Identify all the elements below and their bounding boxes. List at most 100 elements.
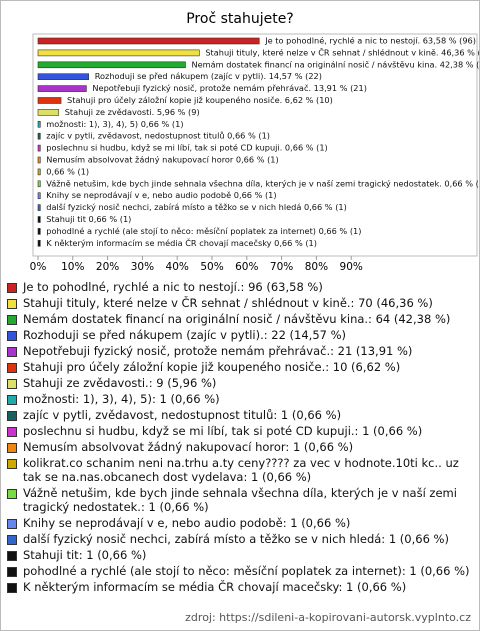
legend-item: Je to pohodlné, rychlé a nic to nestojí.… — [7, 280, 473, 294]
bar-label: Je to pohodlné, rychlé a nic to nestojí.… — [264, 36, 476, 46]
legend-item: možnosti: 1), 3), 4), 5): 1 (0,66 %) — [7, 392, 473, 406]
bar — [37, 61, 186, 69]
bar — [37, 132, 41, 140]
x-tick-label: 90% — [340, 261, 363, 273]
legend-label: pohodlné a rychlé (ale stojí to něco: mě… — [23, 564, 470, 578]
legend-item: Nemám dostatek financí na originální nos… — [7, 312, 473, 326]
bar — [37, 97, 62, 104]
legend-swatch — [7, 519, 17, 529]
legend-label: kolikrat.co schanim neni na.trhu a.ty ce… — [23, 456, 459, 484]
legend-label: Stahuji tit: 1 (0,66 %) — [23, 548, 147, 562]
bar-label: Stahuji tit 0,66 % (1) — [46, 214, 131, 224]
legend-label: Vážně netušim, kde bych jinde sehnala vš… — [23, 486, 457, 514]
bar — [37, 240, 41, 247]
bar — [37, 121, 41, 128]
legend-swatch — [7, 567, 17, 577]
legend-label: Stahuji pro účely záložní kopie již koup… — [23, 360, 401, 374]
legend-swatch — [7, 363, 17, 373]
legend-item: Stahuji tit: 1 (0,66 %) — [7, 548, 473, 562]
bar-label: zajíc v pytli, zvědavost, nedostupnost t… — [46, 131, 270, 141]
legend-item: K některým informacím se média ČR chovaj… — [7, 580, 473, 594]
x-tick-label: 40% — [166, 261, 189, 273]
x-tick-label: 20% — [96, 261, 119, 273]
bar-label: pohodlné a rychlé (ale stojí to něco: mě… — [46, 226, 361, 236]
legend-item: Knihy se neprodávají v e, nebo audio pod… — [7, 516, 473, 530]
legend-swatch — [7, 347, 17, 357]
legend-item: poslechnu si hudbu, když se mi líbí, tak… — [7, 424, 473, 438]
bar — [37, 192, 41, 199]
x-tick-label: 10% — [61, 261, 84, 273]
legend-item: Vážně netušim, kde bych jinde sehnala vš… — [7, 486, 473, 514]
bar — [37, 49, 200, 57]
legend-label: Nemusím absolvovat žádný nakupovací horo… — [23, 440, 354, 454]
bar — [37, 109, 60, 116]
x-tick-label: 30% — [131, 261, 154, 273]
source: zdroj: https://sdileni-a-kopirovani-auto… — [185, 611, 471, 624]
legend-label: Je to pohodlné, rychlé a nic to nestojí.… — [23, 280, 323, 294]
bar-label: další fyzický nosič nechci, zabírá místo… — [46, 202, 347, 212]
bar-label: Vážně netušim, kde bych jinde sehnala vš… — [46, 178, 479, 188]
legend-swatch — [7, 427, 17, 437]
legend-swatch — [7, 443, 17, 453]
legend-swatch — [7, 551, 17, 561]
legend-swatch — [7, 395, 17, 405]
legend-item: zajíc v pytli, zvědavost, nedostupnost t… — [7, 408, 473, 422]
legend-swatch — [7, 379, 17, 389]
legend-item: Stahuji tituly, které nelze v ČR sehnat … — [7, 296, 473, 310]
bar — [37, 156, 41, 164]
legend-label: zajíc v pytli, zvědavost, nedostupnost t… — [23, 408, 342, 422]
bar-label: K některým informacím se média ČR chovaj… — [46, 237, 317, 248]
bar-label: 0,66 % (1) — [46, 166, 89, 176]
legend-swatch — [7, 489, 17, 499]
bar-label: Stahuji pro účely záložní kopie již koup… — [67, 95, 333, 105]
bar-label: Nemusím absolvovat žádný nakupovací horo… — [46, 155, 278, 165]
bar — [37, 180, 41, 188]
bar-label: možnosti: 1), 3), 4), 5) 0,66 % (1) — [46, 119, 183, 129]
legend-item: Stahuji pro účely záložní kopie již koup… — [7, 360, 473, 374]
bar-label: Nemám dostatek financí na originální nos… — [191, 59, 479, 69]
bar-label: Stahuji ze zvědavosti. 5,96 % (9) — [65, 107, 200, 117]
chart: Proč stahujete? 0% 10% 20% 30% 40% 50% 60% 70% 8… — [30, 11, 479, 273]
legend-swatch — [7, 459, 17, 469]
x-tick-label: 0% — [30, 261, 47, 273]
legend-label: poslechnu si hudbu, když se mi líbí, tak… — [23, 424, 423, 438]
legend: Je to pohodlné, rychlé a nic to nestojí.… — [7, 280, 473, 596]
legend-label: možnosti: 1), 3), 4), 5): 1 (0,66 %) — [23, 392, 220, 406]
legend-label: Rozhoduji se před nákupem (zajíc v pytli… — [23, 328, 347, 342]
legend-label: Nepotřebuji fyzický nosič, protože nemám… — [23, 344, 413, 358]
legend-label: K některým informacím se média ČR chovaj… — [23, 580, 407, 594]
legend-item: Stahuji ze zvědavosti.: 9 (5,96 %) — [7, 376, 473, 390]
legend-item: Nepotřebuji fyzický nosič, protože nemám… — [7, 344, 473, 358]
bar — [37, 85, 87, 92]
x-tick-label: 50% — [200, 261, 223, 273]
legend-label: další fyzický nosič nechci, zabírá místo… — [23, 532, 449, 546]
legend-swatch — [7, 315, 17, 325]
bar-label: Knihy se neprodávají v e, nebo audio pod… — [46, 190, 276, 200]
legend-swatch — [7, 331, 17, 341]
bar-label: poslechnu si hudbu, když se mi líbí, tak… — [46, 143, 327, 153]
bar — [37, 37, 260, 45]
legend-item: další fyzický nosič nechci, zabírá místo… — [7, 532, 473, 546]
chart-title: Proč stahujete? — [186, 11, 294, 27]
x-tick-label: 80% — [305, 261, 328, 273]
plot-frame — [32, 33, 478, 257]
bar — [37, 216, 41, 223]
legend-label: Stahuji ze zvědavosti.: 9 (5,96 %) — [23, 376, 217, 390]
legend-item: Rozhoduji se před nákupem (zajíc v pytli… — [7, 328, 473, 342]
legend-label: Nemám dostatek financí na originální nos… — [23, 312, 451, 326]
bar — [37, 144, 41, 152]
x-tick-label: 70% — [270, 261, 293, 273]
bar — [37, 228, 41, 235]
bar-label: Stahuji tituly, které nelze v ČR sehnat … — [205, 46, 479, 57]
legend-item: kolikrat.co schanim neni na.trhu a.ty ce… — [7, 456, 473, 484]
legend-item: Nemusím absolvovat žádný nakupovací horo… — [7, 440, 473, 454]
legend-item: pohodlné a rychlé (ale stojí to něco: mě… — [7, 564, 473, 578]
legend-swatch — [7, 411, 17, 421]
legend-swatch — [7, 299, 17, 309]
bar-label: Rozhoduji se před nákupem (zajíc v pytli… — [95, 71, 322, 81]
legend-swatch — [7, 535, 17, 545]
bar-label: Nepotřebuji fyzický nosič, protože nemám… — [92, 83, 366, 93]
bar — [37, 168, 41, 176]
legend-swatch — [7, 583, 17, 593]
